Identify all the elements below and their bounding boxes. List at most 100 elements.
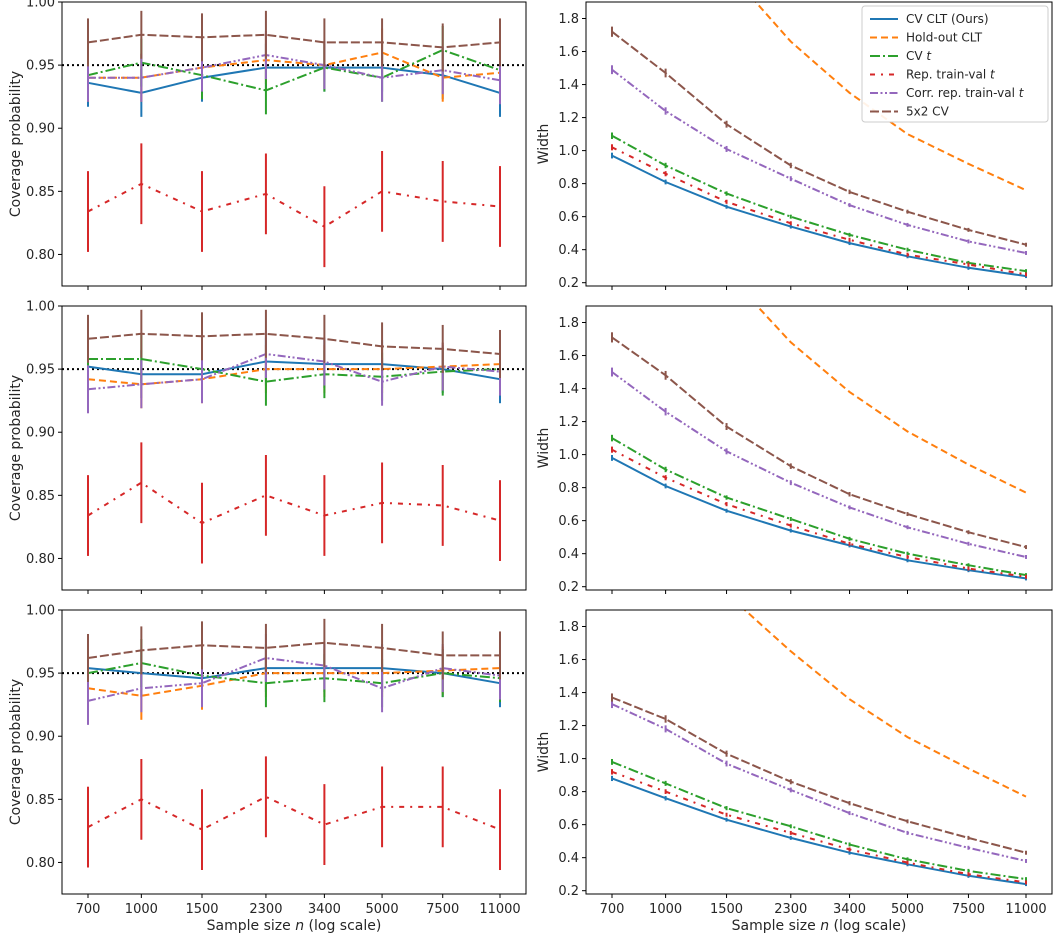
axes-frame [585, 305, 1053, 591]
y-tick-label: 1.6 [558, 45, 579, 60]
legend: CV CLT (Ours) Hold-out CLT CV t Rep. train-… [861, 5, 1049, 123]
plot-area [62, 309, 526, 564]
series-line-cv_t [611, 437, 1027, 577]
coverage-panel-2: 0.80 0.85 0.90 0.95 1.00 Coverage probability [8, 300, 527, 594]
series-line-cv_t [88, 358, 501, 383]
y-axis-label: Width [536, 124, 552, 165]
y-tick-label: 0.6 [558, 514, 579, 529]
legend-label-cv_clt: CV CLT (Ours) [906, 12, 989, 26]
y-tick-label: 0.95 [26, 667, 55, 682]
plot-area [62, 10, 526, 268]
x-axis-label: Sample size n (log scale) [207, 918, 382, 934]
plot-area [611, 2, 1027, 279]
series-line-5x2 [87, 33, 501, 49]
y-tick-label: 0.90 [26, 122, 55, 137]
series-line-rep_t [611, 448, 1027, 578]
coverage-panel-3: 0.80 0.85 0.90 0.95 1.00 700 1000 1500 2300 3400 5… [8, 604, 527, 934]
x-tick-label: 1500 [710, 902, 743, 917]
y-tick-label: 0.2 [558, 276, 579, 291]
series-line-holdout [755, 306, 1027, 494]
y-tick-label: 1.0 [558, 144, 579, 159]
y-tick-label: 1.8 [558, 316, 579, 331]
axes-frame [61, 1, 527, 287]
series-line-5x2 [611, 30, 1027, 246]
y-tick-label: 0.2 [558, 580, 579, 595]
plot-area [611, 306, 1027, 581]
y-tick-label: 1.6 [558, 349, 579, 364]
y-tick-label: 0.6 [558, 818, 579, 833]
y-tick-label: 0.80 [26, 248, 55, 263]
width-panel-1: 0.2 0.4 0.6 0.8 1.0 1.2 1.4 1.6 1.8 Width [536, 1, 1053, 291]
x-tick-label: 5000 [891, 902, 924, 917]
axes-frame [585, 1, 1053, 287]
y-axis-label: Width [536, 732, 552, 773]
y-axis-label: Coverage probability [8, 375, 24, 521]
series-line-holdout [743, 610, 1027, 798]
series-line-holdout [87, 363, 501, 386]
x-tick-label: 3400 [308, 902, 341, 917]
y-tick-label: 1.2 [558, 719, 579, 734]
y-tick-label: 1.0 [558, 448, 579, 463]
y-tick-label: 0.8 [558, 177, 579, 192]
series-line-cv_clt [611, 777, 1027, 886]
y-tick-label: 1.2 [558, 415, 579, 430]
x-tick-label: 2300 [249, 902, 282, 917]
y-tick-label: 0.6 [558, 210, 579, 225]
x-axis-label: Sample size n (log scale) [732, 918, 907, 934]
series-line-holdout [754, 2, 1027, 192]
series-line-corr_rep_t [611, 68, 1027, 254]
series-line-corr_rep_t [87, 656, 501, 702]
x-tick-label: 1500 [185, 902, 218, 917]
series-line-5x2 [87, 332, 501, 355]
y-axis-label: Width [536, 428, 552, 469]
y-tick-label: 0.8 [558, 785, 579, 800]
y-tick-label: 1.0 [558, 752, 579, 767]
y-tick-label: 1.4 [558, 382, 579, 397]
series-line-corr_rep_t [88, 53, 501, 82]
y-tick-label: 0.80 [26, 856, 55, 871]
y-tick-label: 0.85 [26, 793, 55, 808]
legend-label-cv_t: CV t [906, 49, 932, 63]
x-tick-label: 3400 [833, 902, 866, 917]
y-tick-label: 0.4 [558, 547, 579, 562]
y-tick-label: 1.2 [558, 111, 579, 126]
series-line-rep_t [87, 182, 501, 228]
legend-label-5x2: 5x2 CV [906, 105, 950, 119]
axes-frame [585, 609, 1053, 895]
y-tick-label: 0.95 [26, 59, 55, 74]
y-tick-label: 1.4 [558, 78, 579, 93]
y-tick-label: 1.6 [558, 653, 579, 668]
series-line-rep_t [87, 795, 501, 831]
series-line-5x2 [611, 696, 1027, 854]
x-tick-label: 700 [600, 902, 625, 917]
width-panel-2: 0.2 0.4 0.6 0.8 1.0 1.2 1.4 1.6 1.8 Width [536, 305, 1053, 595]
series-line-cv_clt [87, 66, 501, 94]
y-tick-label: 1.00 [26, 0, 55, 11]
series-line-rep_t [611, 146, 1027, 276]
axes-frame [61, 609, 527, 895]
y-tick-label: 0.90 [26, 426, 55, 441]
y-tick-label: 1.4 [558, 686, 579, 701]
y-tick-label: 1.8 [558, 620, 579, 635]
y-tick-label: 0.8 [558, 481, 579, 496]
y-tick-label: 0.4 [558, 243, 579, 258]
y-tick-label: 0.85 [26, 489, 55, 504]
legend-label-holdout: Hold-out CLT [906, 31, 983, 45]
y-tick-label: 0.4 [558, 851, 579, 866]
coverage-panel-1: 0.80 0.85 0.90 0.95 1.00 Coverage probability [8, 0, 527, 290]
series-line-corr_rep_t [87, 352, 501, 391]
series-line-cv_t [611, 134, 1027, 273]
x-tick-label: 7500 [426, 902, 459, 917]
y-tick-label: 0.2 [558, 884, 579, 899]
x-tick-label: 1000 [649, 902, 682, 917]
y-tick-label: 0.85 [26, 185, 55, 200]
series-line-cv_clt [87, 360, 501, 381]
axes-frame [61, 305, 527, 591]
x-tick-label: 700 [76, 902, 101, 917]
x-tick-label: 1000 [125, 902, 158, 917]
width-panel-3: 0.2 0.4 0.6 0.8 1.0 1.2 1.4 1.6 1.8 700 1000 1500 23… [536, 609, 1053, 934]
y-tick-label: 1.8 [558, 12, 579, 27]
x-tick-label: 5000 [366, 902, 399, 917]
x-tick-label: 2300 [774, 902, 807, 917]
